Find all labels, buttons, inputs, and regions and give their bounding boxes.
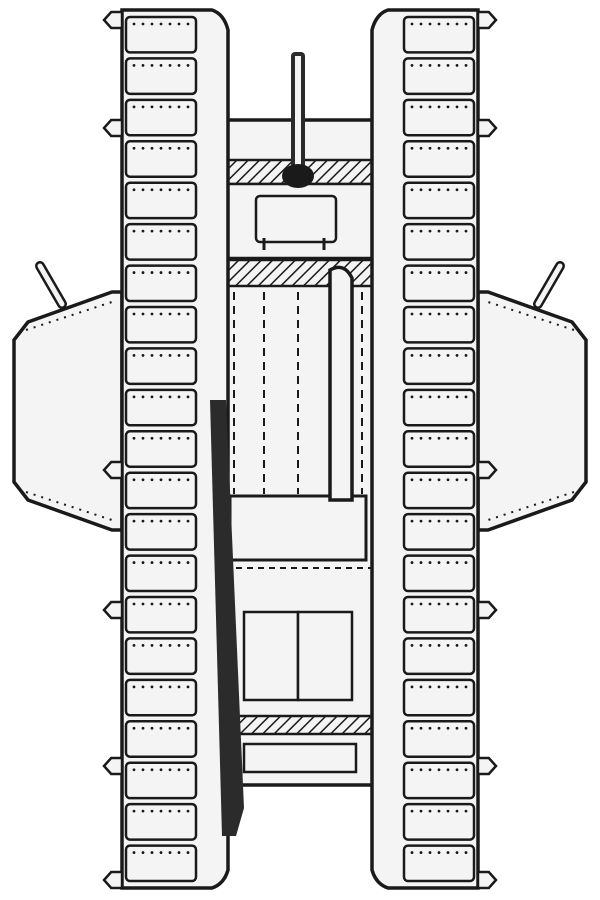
- track-link: [124, 430, 198, 468]
- track-link: [124, 512, 198, 551]
- track-link: [402, 181, 476, 220]
- track-link: [124, 140, 198, 178]
- engine-hatches: [242, 610, 354, 702]
- track-link: [402, 720, 476, 758]
- track-link: [124, 347, 198, 386]
- track-link: [124, 222, 198, 261]
- track-link: [402, 222, 476, 261]
- left-sponson-gun: [35, 261, 67, 309]
- track-link: [402, 844, 476, 883]
- rear-cab-block: [228, 494, 368, 562]
- track-bracket: [102, 600, 124, 620]
- track-link: [402, 761, 476, 800]
- left-sponson: [12, 261, 124, 532]
- track-link: [402, 430, 476, 468]
- track-link: [124, 388, 198, 427]
- track-bracket: [476, 118, 498, 138]
- track-link: [124, 637, 198, 676]
- track-link: [402, 678, 476, 717]
- track-bracket: [102, 756, 124, 776]
- rear-hatched-plate: [230, 714, 386, 736]
- track-link: [124, 678, 198, 717]
- left-track-links: [124, 15, 198, 883]
- track-bracket: [476, 460, 498, 480]
- right-sponson: [476, 261, 588, 532]
- track-bracket: [476, 10, 498, 30]
- rear-box: [242, 742, 358, 774]
- track-bracket: [102, 460, 124, 480]
- right-track: [370, 8, 480, 890]
- exhaust-pipe: [328, 265, 354, 502]
- track-link: [402, 554, 476, 593]
- track-link: [124, 15, 198, 54]
- left-track: [120, 8, 244, 890]
- right-track-links: [402, 15, 476, 883]
- track-link: [124, 844, 198, 883]
- right-sponson-gun: [533, 261, 565, 309]
- track-link: [402, 802, 476, 841]
- track-bracket: [102, 10, 124, 30]
- track-link: [402, 347, 476, 386]
- track-link: [402, 637, 476, 676]
- mid-hatched-plate: [210, 258, 390, 288]
- track-bracket: [476, 870, 498, 890]
- track-link: [124, 181, 198, 220]
- track-link: [124, 305, 198, 344]
- track-bracket: [476, 756, 498, 776]
- track-link: [402, 98, 476, 137]
- track-link: [402, 471, 476, 510]
- track-link: [402, 512, 476, 551]
- track-link: [402, 15, 476, 54]
- track-link: [124, 264, 198, 303]
- track-link: [402, 595, 476, 634]
- track-link: [402, 388, 476, 427]
- track-link: [124, 761, 198, 800]
- track-link: [402, 140, 476, 178]
- track-bracket: [476, 600, 498, 620]
- track-link: [124, 720, 198, 758]
- track-link: [124, 471, 198, 510]
- track-brackets: [102, 10, 498, 890]
- track-link: [402, 264, 476, 303]
- driver-hatch: [254, 194, 338, 244]
- track-link: [124, 802, 198, 841]
- track-link: [124, 98, 198, 137]
- left-skid-rail: [210, 400, 244, 836]
- track-link: [402, 57, 476, 96]
- track-link: [124, 595, 198, 634]
- track-link: [124, 554, 198, 593]
- track-link: [402, 305, 476, 344]
- front-gun: [282, 52, 314, 188]
- track-link: [124, 57, 198, 96]
- track-bracket: [102, 118, 124, 138]
- track-bracket: [102, 870, 124, 890]
